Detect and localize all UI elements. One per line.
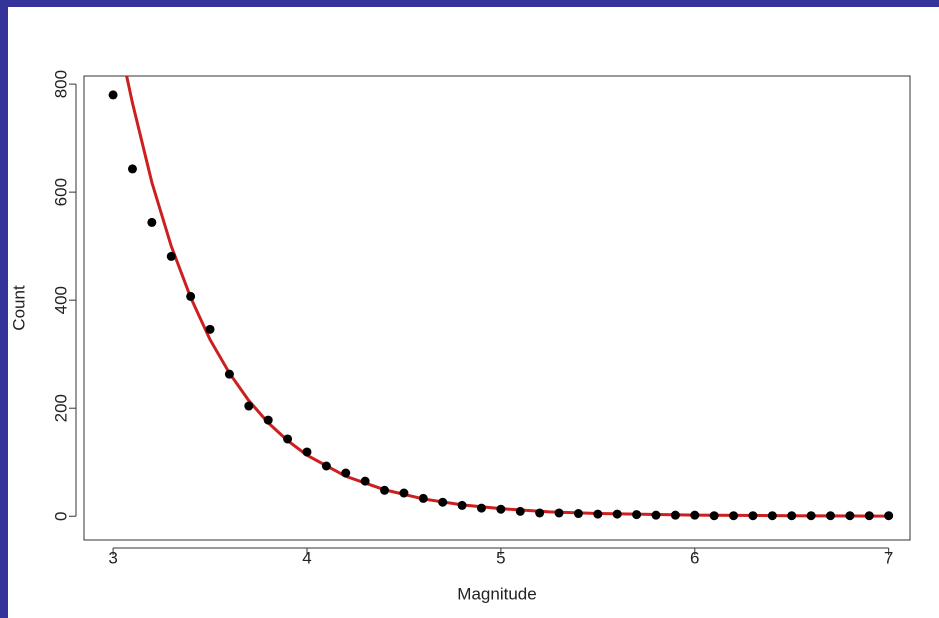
y-axis-label: Count <box>9 285 28 331</box>
data-point <box>767 511 777 521</box>
data-point <box>244 401 254 411</box>
data-point <box>845 511 855 521</box>
data-point <box>573 509 583 519</box>
y-tick-label: 200 <box>51 394 70 422</box>
x-tick-label: 7 <box>884 548 893 567</box>
data-point <box>826 511 836 521</box>
data-point <box>147 217 157 227</box>
data-point <box>884 511 894 521</box>
data-point <box>515 506 525 516</box>
data-point <box>554 508 564 518</box>
y-tick-label: 0 <box>51 511 70 520</box>
data-point <box>632 510 642 520</box>
data-point <box>186 291 196 301</box>
data-point <box>302 447 312 457</box>
data-point <box>438 497 448 507</box>
y-tick-label: 800 <box>51 70 70 98</box>
data-point <box>205 324 215 334</box>
y-tick-label: 600 <box>51 178 70 206</box>
data-point <box>476 503 486 513</box>
data-point <box>166 251 176 261</box>
data-point <box>670 510 680 520</box>
data-point <box>399 488 409 498</box>
plot-frame <box>83 75 911 541</box>
x-tick-label: 6 <box>690 548 699 567</box>
data-point <box>496 504 506 514</box>
x-axis-label: Magnitude <box>457 584 536 603</box>
data-point <box>593 509 603 519</box>
data-point <box>127 164 137 174</box>
data-point <box>612 509 622 519</box>
plot-background <box>8 7 939 618</box>
data-point <box>709 511 719 521</box>
data-point <box>418 493 428 503</box>
x-tick-label: 3 <box>108 548 117 567</box>
data-point <box>787 511 797 521</box>
data-point <box>729 511 739 521</box>
data-point <box>651 510 661 520</box>
data-point <box>360 476 370 486</box>
data-point <box>341 468 351 478</box>
data-point <box>748 511 758 521</box>
data-point <box>380 485 390 495</box>
data-point <box>806 511 816 521</box>
data-point <box>224 369 234 379</box>
y-tick-label: 400 <box>51 286 70 314</box>
data-point <box>108 90 118 100</box>
data-point <box>263 415 273 425</box>
data-point <box>864 511 874 521</box>
x-tick-label: 4 <box>302 548 311 567</box>
data-point <box>321 461 331 471</box>
data-point <box>457 500 467 510</box>
x-tick-label: 5 <box>496 548 505 567</box>
data-point <box>690 510 700 520</box>
data-point <box>535 508 545 518</box>
data-point <box>283 434 293 444</box>
